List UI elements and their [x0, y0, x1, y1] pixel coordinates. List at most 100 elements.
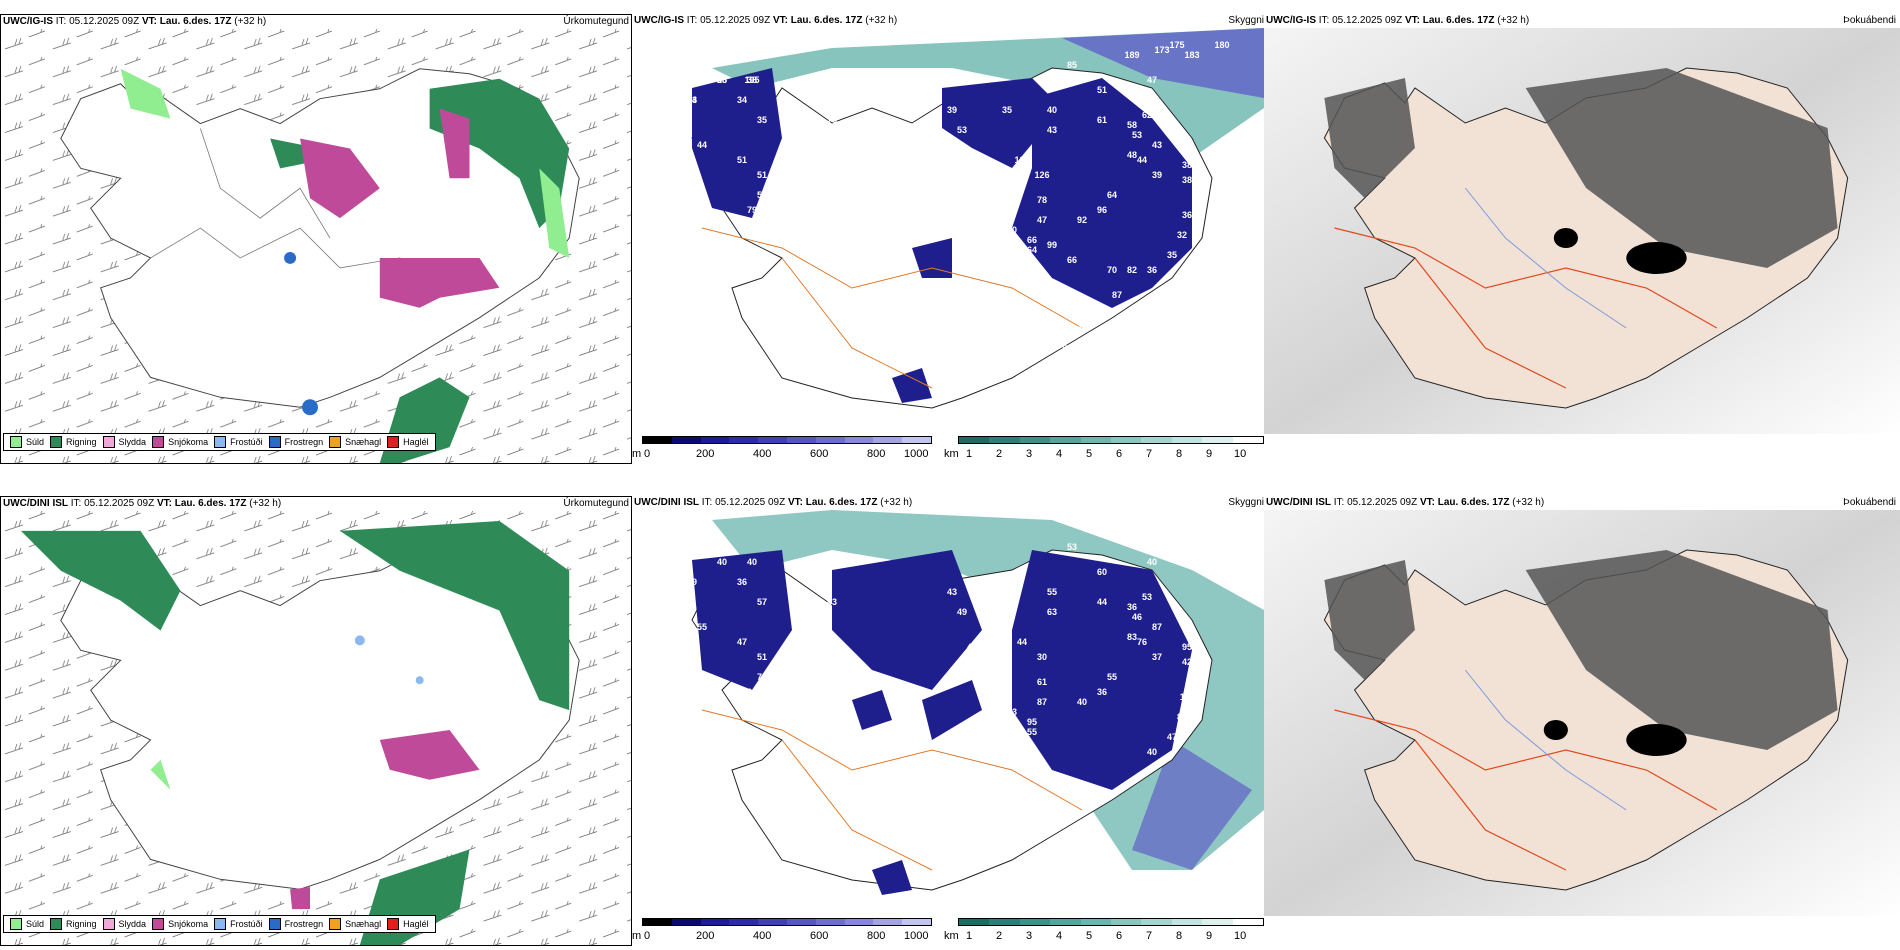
ceiling-height-label: 42: [997, 657, 1007, 667]
legend-swatch: [387, 918, 400, 930]
ceiling-height-label: 51: [757, 170, 767, 180]
ceiling-height-label: 53: [1142, 592, 1152, 602]
ceiling-height-label: 44: [1097, 597, 1107, 607]
legend-item: Snæhagl: [329, 436, 381, 448]
ceiling-height-label: 175: [1169, 40, 1184, 50]
ceiling-height-label: 79: [797, 240, 807, 250]
legend-item: Súld: [10, 436, 44, 448]
ceiling-height-label: 38: [747, 75, 757, 85]
ceiling-height-label: 83: [1127, 632, 1137, 642]
ceiling-height-label: 55: [1107, 672, 1117, 682]
ceiling-height-label: 43: [1047, 125, 1057, 135]
ceiling-height-label: 86: [967, 160, 977, 170]
legend-swatch: [152, 436, 165, 448]
legend-swatch: [152, 918, 165, 930]
legend-swatch: [50, 436, 63, 448]
legend-swatch: [10, 436, 22, 448]
ceiling-height-label: 48: [1127, 532, 1137, 542]
legend-swatch: [214, 918, 227, 930]
model-name: UWC/IG-IS: [3, 16, 53, 27]
visibility-colorbar: km 1 2 3 4 5 6 7 8 9 10: [944, 918, 1264, 946]
ceiling-height-label: 74: [757, 672, 767, 682]
visibility-unit: km: [944, 930, 959, 942]
legend-item: Frostúði: [214, 918, 263, 930]
ceiling-height-label: 63: [1057, 340, 1067, 350]
ceiling-height-label: 87: [1112, 290, 1122, 300]
legend-item: Haglél: [387, 918, 429, 930]
ceiling-height-label: 64: [1027, 245, 1037, 255]
ceiling-height-label: 55: [1047, 587, 1057, 597]
ceiling-height-label: 48: [1127, 150, 1137, 160]
fog-header-row2: UWC/DINI ISL IT: 05.12.2025 09Z VT: Lau.…: [1266, 497, 1545, 508]
ceiling-height-label: 82: [1177, 712, 1187, 722]
visibility-panel-row1: UWC/IG-IS IT: 05.12.2025 09Z VT: Lau. 6.…: [632, 14, 1264, 464]
fog-panel-row2: UWC/DINI ISL IT: 05.12.2025 09Z VT: Lau.…: [1264, 496, 1900, 946]
ceiling-height-label: 43: [687, 95, 697, 105]
legend-item: Frostregn: [268, 436, 323, 448]
legend-swatch: [102, 436, 115, 448]
ceiling-height-label: 35: [757, 115, 767, 125]
legend-swatch: [387, 436, 400, 448]
fog-header-row1: UWC/IG-IS IT: 05.12.2025 09Z VT: Lau. 6.…: [1266, 15, 1530, 26]
ceiling-height-label: 70: [1107, 265, 1117, 275]
ceiling-height-label: 38: [1182, 160, 1192, 170]
ceiling-height-label: 67: [997, 175, 1007, 185]
ceiling-height-label: 36: [1147, 265, 1157, 275]
fog-panel-row1: UWC/IG-IS IT: 05.12.2025 09Z VT: Lau. 6.…: [1264, 14, 1900, 464]
visibility-header-row2: UWC/DINI ISL IT: 05.12.2025 09Z VT: Lau.…: [634, 497, 913, 508]
ceiling-height-label: 45: [717, 75, 727, 85]
legend-swatch: [10, 918, 22, 930]
ceiling-height-label: 44: [1017, 637, 1027, 647]
ceiling-height-label: 42: [1182, 657, 1192, 667]
fog-title: Þokuábendi: [1843, 15, 1896, 26]
legend-item: Frostregn: [268, 918, 323, 930]
ceiling-height-label: 66: [1067, 255, 1077, 265]
ceiling-height-label: 36: [1072, 325, 1082, 335]
ceiling-height-label: 87: [1037, 697, 1047, 707]
ceiling-height-label: 40: [1047, 105, 1057, 115]
ceiling-height-label: 40: [1147, 557, 1157, 567]
legend-item: Rigning: [50, 436, 97, 448]
ceiling-height-label: 55: [697, 622, 707, 632]
ceiling-colorbar-strip: [642, 918, 932, 926]
precip-title: Úrkomutegund: [563, 498, 629, 509]
ceiling-height-label: 51: [1172, 522, 1182, 532]
ceiling-height-label: 78: [1037, 195, 1047, 205]
ceiling-height-label: 40: [717, 557, 727, 567]
precip-map: [1, 29, 631, 463]
ceiling-height-label: 50: [1187, 532, 1197, 542]
legend-item: Snjókoma: [152, 436, 208, 448]
ceiling-height-label: 183: [1184, 50, 1199, 60]
ceiling-height-label: 40: [1077, 697, 1087, 707]
ceiling-height-label: 47: [1147, 75, 1157, 85]
ceiling-height-label: 43: [947, 587, 957, 597]
legend-item: Snæhagl: [329, 918, 381, 930]
fog-title: Þokuábendi: [1843, 497, 1896, 508]
ceiling-height-label: 61: [1037, 677, 1047, 687]
ceiling-height-label: 64: [1107, 190, 1117, 200]
visibility-colorbar: km 1 2 3 4 5 6 7 8 9 10: [944, 436, 1264, 464]
visibility-title: Skyggni: [1228, 497, 1264, 508]
ceiling-height-label: 59: [1002, 587, 1012, 597]
ceiling-height-label: 53: [1132, 130, 1142, 140]
legend-swatch: [268, 436, 281, 448]
precip-header-row2: UWC/DINI ISL IT: 05.12.2025 09Z VT: Lau.…: [3, 498, 282, 509]
fog-map: [1264, 28, 1900, 434]
ceiling-height-label: 47: [1167, 732, 1177, 742]
ceiling-height-label: 39: [1152, 170, 1162, 180]
ceiling-height-label: 35: [1167, 250, 1177, 260]
ceiling-height-label: 53: [957, 125, 967, 135]
ceiling-height-label: 82: [1127, 265, 1137, 275]
legend-item: Snjókoma: [152, 918, 208, 930]
ceiling-colorbar-strip: [642, 436, 932, 444]
ceiling-height-label: 54: [1217, 522, 1227, 532]
precip-header-row1: UWC/IG-IS IT: 05.12.2025 09Z VT: Lau. 6.…: [3, 16, 267, 27]
precip-map: [1, 511, 631, 945]
visibility-map: 41 45 38 43 34 44 35 51 51 50 79 79 76 95 39 53 35 40 43 85…: [632, 28, 1264, 428]
ceiling-height-label: 180: [1214, 40, 1229, 50]
legend-swatch: [329, 436, 342, 448]
ceiling-height-label: 63: [1007, 707, 1017, 717]
ceiling-height-label: 189: [1124, 50, 1139, 60]
ceiling-height-label: 44: [1137, 155, 1147, 165]
ceiling-unit: m: [632, 930, 642, 942]
